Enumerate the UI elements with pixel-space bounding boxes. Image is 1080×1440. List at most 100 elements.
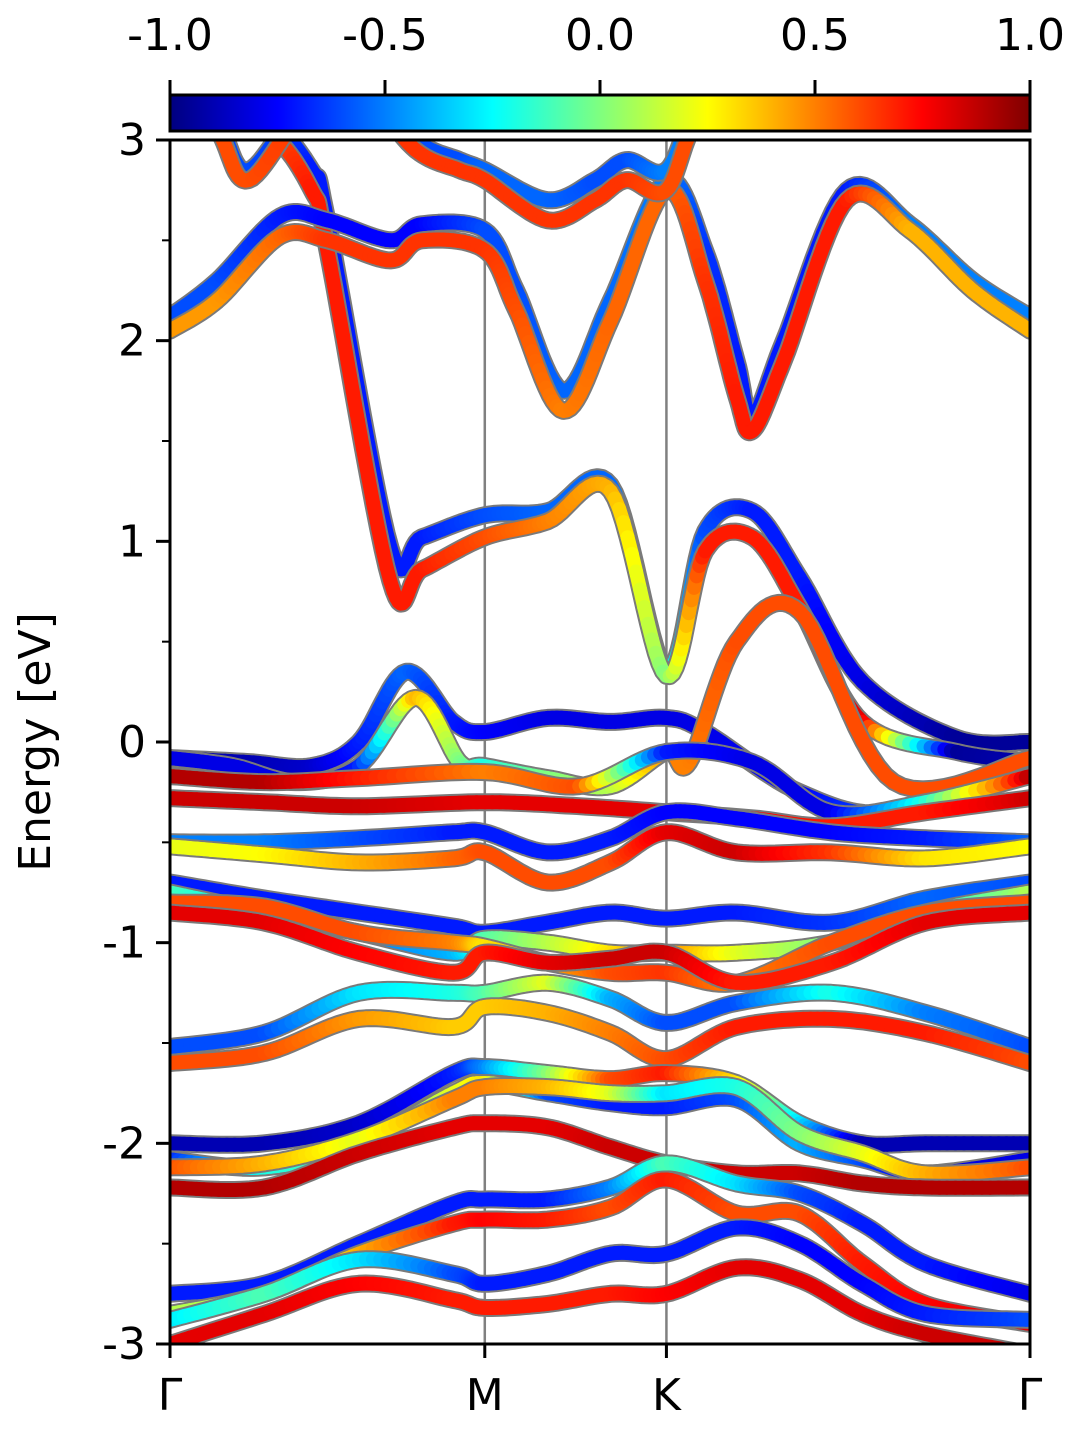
band-segment xyxy=(779,72,789,74)
band-segment xyxy=(901,47,921,49)
k-point-label: K xyxy=(652,1370,682,1421)
band-segment xyxy=(345,76,348,77)
band-segment xyxy=(174,75,177,79)
band-segment xyxy=(800,68,813,70)
band-segment xyxy=(184,87,188,92)
y-tick-label: 0 xyxy=(118,717,146,768)
y-tick-label: 2 xyxy=(118,316,146,367)
band-segment xyxy=(170,70,172,72)
band-segment xyxy=(181,83,185,87)
band-segment xyxy=(740,74,746,77)
band-segment xyxy=(184,77,188,82)
band-26 xyxy=(170,1258,1026,1353)
band-segment xyxy=(680,140,695,147)
band-6 xyxy=(170,52,993,230)
band-segment xyxy=(329,77,332,78)
band-segment xyxy=(740,84,746,87)
band-segment xyxy=(724,83,729,86)
band-segment xyxy=(769,64,778,66)
band-segment xyxy=(363,82,367,85)
colorbar-gradient xyxy=(168,93,1032,133)
band-segment xyxy=(844,62,862,64)
band-segment xyxy=(993,1341,1011,1344)
band-segment xyxy=(1002,1342,1014,1344)
band-segment xyxy=(977,42,993,43)
y-tick-label: -2 xyxy=(102,1118,146,1169)
band-segment xyxy=(735,77,741,80)
band-segment xyxy=(812,66,827,68)
colorbar-tick-label: 0.5 xyxy=(780,10,850,61)
band-21 xyxy=(170,1076,1030,1183)
band-segment xyxy=(219,140,234,146)
band-segment xyxy=(940,55,959,56)
colorbar-tick-label: 0.0 xyxy=(565,10,635,61)
band-segment xyxy=(974,1338,997,1344)
k-point-label: Γ xyxy=(158,1370,183,1421)
band-segment xyxy=(316,84,320,87)
y-axis-ticks: -3 -2 -1 0 1 2 3 xyxy=(102,115,170,1370)
band-segment xyxy=(881,59,901,61)
band-segment xyxy=(754,69,762,72)
band-17 xyxy=(170,973,1030,1056)
band-segment xyxy=(359,80,363,82)
band-segment xyxy=(747,81,754,84)
band-segment xyxy=(754,79,762,81)
band-segment xyxy=(881,49,901,51)
band-12 xyxy=(170,823,1030,892)
band-23 xyxy=(170,1154,1030,1303)
band-segment xyxy=(715,89,720,93)
band-segment xyxy=(729,80,734,83)
band-segment xyxy=(345,86,348,87)
band-segment xyxy=(215,140,230,146)
y-tick-label: -3 xyxy=(102,1319,146,1370)
band-segment xyxy=(172,62,174,65)
band-segment xyxy=(348,76,351,77)
band-segment xyxy=(352,87,355,88)
band-segment xyxy=(921,46,941,47)
k-point-label: Γ xyxy=(1018,1370,1043,1421)
colorbar-ticks: -1.0 -0.5 0.0 0.5 1.0 xyxy=(127,10,1065,95)
band-segment xyxy=(192,87,196,92)
band-segment xyxy=(188,82,192,87)
y-axis: -3 -2 -1 0 1 2 3 Energy [eV] xyxy=(10,115,170,1370)
band-segment xyxy=(319,82,323,84)
band-segment xyxy=(862,50,881,52)
colorbar-tick-label: -0.5 xyxy=(342,10,428,61)
band-segment xyxy=(983,1339,1005,1344)
band-segment xyxy=(675,140,690,146)
band-segment xyxy=(396,140,411,146)
band-segment xyxy=(747,71,754,74)
band-segment xyxy=(977,52,993,53)
band-segment xyxy=(789,70,800,72)
y-axis-title: Energy [eV] xyxy=(10,612,61,872)
band-segment xyxy=(348,86,351,87)
band-segment xyxy=(266,140,281,144)
band-segment xyxy=(336,76,339,77)
band-segment xyxy=(177,79,180,83)
band-segment xyxy=(333,86,336,87)
band-segment xyxy=(367,85,371,89)
band-segment xyxy=(333,76,336,77)
y-tick-label: 1 xyxy=(118,516,146,567)
band-segment xyxy=(940,45,959,46)
band-segment xyxy=(172,72,174,75)
band-segment xyxy=(1020,1352,1025,1353)
band-segment xyxy=(355,88,359,90)
band-segment xyxy=(405,140,419,144)
band-segment xyxy=(272,140,290,151)
band-segment xyxy=(312,87,316,90)
band-segment xyxy=(959,43,977,44)
band-segment xyxy=(174,65,177,69)
band-segment xyxy=(769,74,778,76)
y-tick-label: 3 xyxy=(118,115,146,166)
band-segment xyxy=(371,89,375,93)
band-segment xyxy=(735,86,741,89)
band-segment xyxy=(323,90,326,92)
band-11 xyxy=(170,802,1030,862)
colorbar-tick-label: 1.0 xyxy=(995,10,1065,61)
band-13 xyxy=(170,873,1030,942)
band-segment xyxy=(827,64,844,66)
colorbar: -1.0 -0.5 0.0 0.5 1.0 xyxy=(127,10,1065,133)
band-segment xyxy=(359,90,363,92)
